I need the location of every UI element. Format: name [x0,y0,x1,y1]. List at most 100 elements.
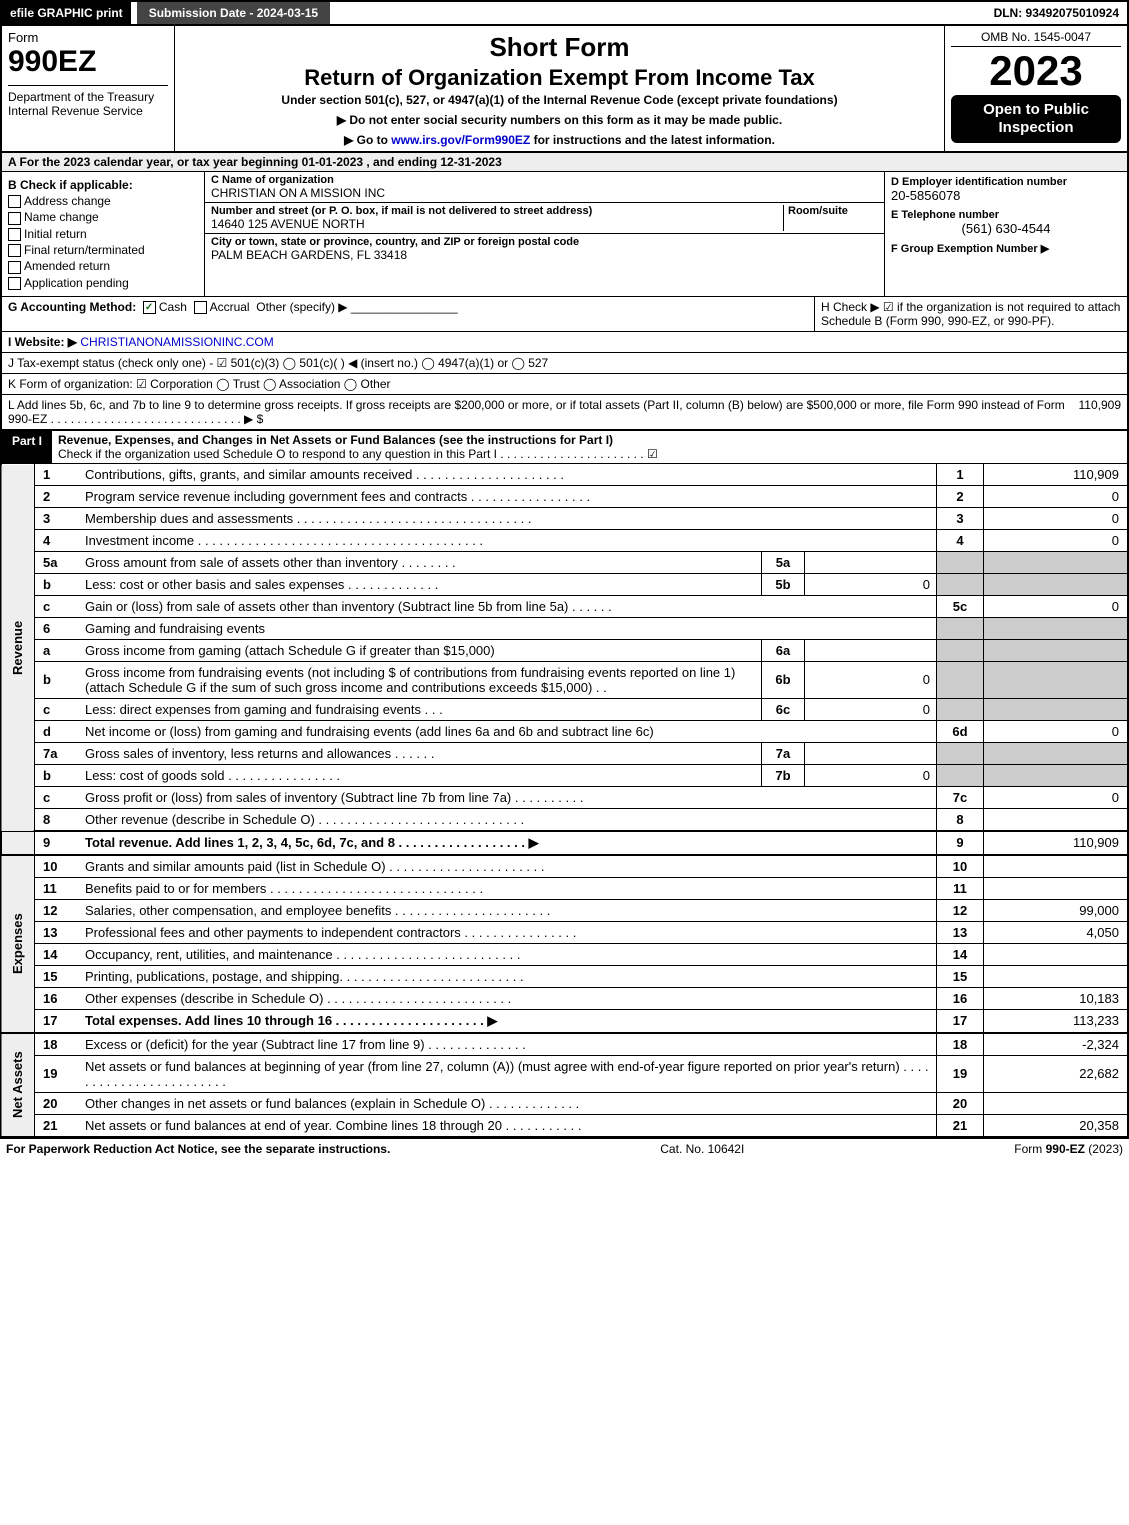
line-13: 13Professional fees and other payments t… [1,921,1128,943]
row-i-website: I Website: ▶ CHRISTIANONAMISSIONINC.COM [0,332,1129,353]
form-title-1: Short Form [181,32,938,63]
org-name-label: C Name of organization [211,174,878,186]
line-8-amount [984,808,1129,831]
checkbox-amended-return[interactable]: Amended return [8,259,198,273]
line-17: 17Total expenses. Add lines 10 through 1… [1,1009,1128,1033]
accounting-method-label: G Accounting Method: [8,300,136,314]
line-10: Expenses 10Grants and similar amounts pa… [1,855,1128,878]
line-5c-amount: 0 [984,595,1129,617]
line-4: 4Investment income . . . . . . . . . . .… [1,529,1128,551]
line-18-amount: -2,324 [984,1033,1129,1056]
line-16: 16Other expenses (describe in Schedule O… [1,987,1128,1009]
department: Department of the Treasury Internal Reve… [8,85,168,118]
box-def: D Employer identification number 20-5856… [885,172,1127,296]
phone: (561) 630-4544 [891,221,1121,236]
line-19: 19Net assets or fund balances at beginni… [1,1055,1128,1092]
header-center: Short Form Return of Organization Exempt… [175,26,945,151]
line-7c: cGross profit or (loss) from sales of in… [1,786,1128,808]
footer-center: Cat. No. 10642I [390,1142,1014,1156]
box-c: C Name of organization CHRISTIAN ON A MI… [205,172,885,296]
box-b: B Check if applicable: Address change Na… [2,172,205,296]
line-6b-val: 0 [805,661,937,698]
form-number: 990EZ [8,45,168,79]
line-5c: cGain or (loss) from sale of assets othe… [1,595,1128,617]
part-1-title: Revenue, Expenses, and Changes in Net As… [52,431,1127,463]
line-5b-val: 0 [805,573,937,595]
line-21: 21Net assets or fund balances at end of … [1,1114,1128,1137]
checkbox-initial-return[interactable]: Initial return [8,227,198,241]
checkbox-address-change[interactable]: Address change [8,194,198,208]
line-6c: cLess: direct expenses from gaming and f… [1,698,1128,720]
line-3-amount: 0 [984,507,1129,529]
row-k-form-of-org: K Form of organization: ☑ Corporation ◯ … [0,374,1129,395]
line-3: 3Membership dues and assessments . . . .… [1,507,1128,529]
expenses-sidelabel: Expenses [1,855,35,1033]
group-exemption-label: F Group Exemption Number ▶ [891,242,1121,255]
tax-year: 2023 [951,47,1121,95]
line-20-amount [984,1092,1129,1114]
line-8: 8Other revenue (describe in Schedule O) … [1,808,1128,831]
line-14: 14Occupancy, rent, utilities, and mainte… [1,943,1128,965]
line-4-amount: 0 [984,529,1129,551]
row-a-tax-year: A For the 2023 calendar year, or tax yea… [0,153,1129,172]
line-11-amount [984,877,1129,899]
netassets-sidelabel: Net Assets [1,1033,35,1137]
line-6: 6Gaming and fundraising events [1,617,1128,639]
submission-date: Submission Date - 2024-03-15 [137,2,330,24]
efile-print-button[interactable]: efile GRAPHIC print [2,2,131,24]
line-19-amount: 22,682 [984,1055,1129,1092]
line-13-amount: 4,050 [984,921,1129,943]
line-6b: bGross income from fundraising events (n… [1,661,1128,698]
form-title-2: Return of Organization Exempt From Incom… [181,65,938,91]
dln: DLN: 93492075010924 [986,2,1127,24]
line-5a: 5aGross amount from sale of assets other… [1,551,1128,573]
irs-link[interactable]: www.irs.gov/Form990EZ [391,133,530,147]
header-right: OMB No. 1545-0047 2023 Open to Public In… [945,26,1127,151]
line-6a-val [805,639,937,661]
line-6d-amount: 0 [984,720,1129,742]
row-j-tax-exempt: J Tax-exempt status (check only one) - ☑… [0,353,1129,374]
line-9: 9Total revenue. Add lines 1, 2, 3, 4, 5c… [1,831,1128,855]
checkbox-application-pending[interactable]: Application pending [8,276,198,290]
line-11: 11Benefits paid to or for members . . . … [1,877,1128,899]
org-name: CHRISTIAN ON A MISSION INC [211,186,878,200]
line-7b-val: 0 [805,764,937,786]
line-7a-val [805,742,937,764]
row-l-gross-receipts: L Add lines 5b, 6c, and 7b to line 9 to … [0,395,1129,431]
checkbox-cash[interactable] [143,301,156,314]
checkbox-final-return[interactable]: Final return/terminated [8,243,198,257]
line-15: 15Printing, publications, postage, and s… [1,965,1128,987]
footer-left: For Paperwork Reduction Act Notice, see … [6,1142,390,1156]
line-15-amount [984,965,1129,987]
header-left: Form 990EZ Department of the Treasury In… [2,26,175,151]
omb-number: OMB No. 1545-0047 [951,30,1121,47]
line-6c-val: 0 [805,698,937,720]
other-specify: Other (specify) ▶ [256,300,347,314]
line-7a: 7aGross sales of inventory, less returns… [1,742,1128,764]
checkbox-name-change[interactable]: Name change [8,210,198,224]
room-label: Room/suite [788,205,878,217]
ein-label: D Employer identification number [891,176,1121,188]
checkbox-accrual[interactable] [194,301,207,314]
page-footer: For Paperwork Reduction Act Notice, see … [0,1138,1129,1159]
line-5b: bLess: cost or other basis and sales exp… [1,573,1128,595]
ein: 20-5856078 [891,188,1121,203]
line-7b: bLess: cost of goods sold . . . . . . . … [1,764,1128,786]
city-label: City or town, state or province, country… [211,236,878,248]
form-subtitle: Under section 501(c), 527, or 4947(a)(1)… [181,93,938,107]
info-block: B Check if applicable: Address change Na… [0,172,1129,297]
form-instruction-1: ▶ Do not enter social security numbers o… [181,113,938,127]
part-1-header: Part I Revenue, Expenses, and Changes in… [0,431,1129,464]
website-link[interactable]: CHRISTIANONAMISSIONINC.COM [80,335,273,349]
form-instruction-2: ▶ Go to www.irs.gov/Form990EZ for instru… [181,133,938,147]
row-h: H Check ▶ ☑ if the organization is not r… [814,297,1127,331]
line-12: 12Salaries, other compensation, and empl… [1,899,1128,921]
row-g-h: G Accounting Method: Cash Accrual Other … [0,297,1129,332]
line-17-amount: 113,233 [984,1009,1129,1033]
line-6d: dNet income or (loss) from gaming and fu… [1,720,1128,742]
part-1-table: Revenue 1 Contributions, gifts, grants, … [0,464,1129,1138]
line-6a: aGross income from gaming (attach Schedu… [1,639,1128,661]
line-16-amount: 10,183 [984,987,1129,1009]
line-21-amount: 20,358 [984,1114,1129,1137]
line-2: 2Program service revenue including gover… [1,485,1128,507]
